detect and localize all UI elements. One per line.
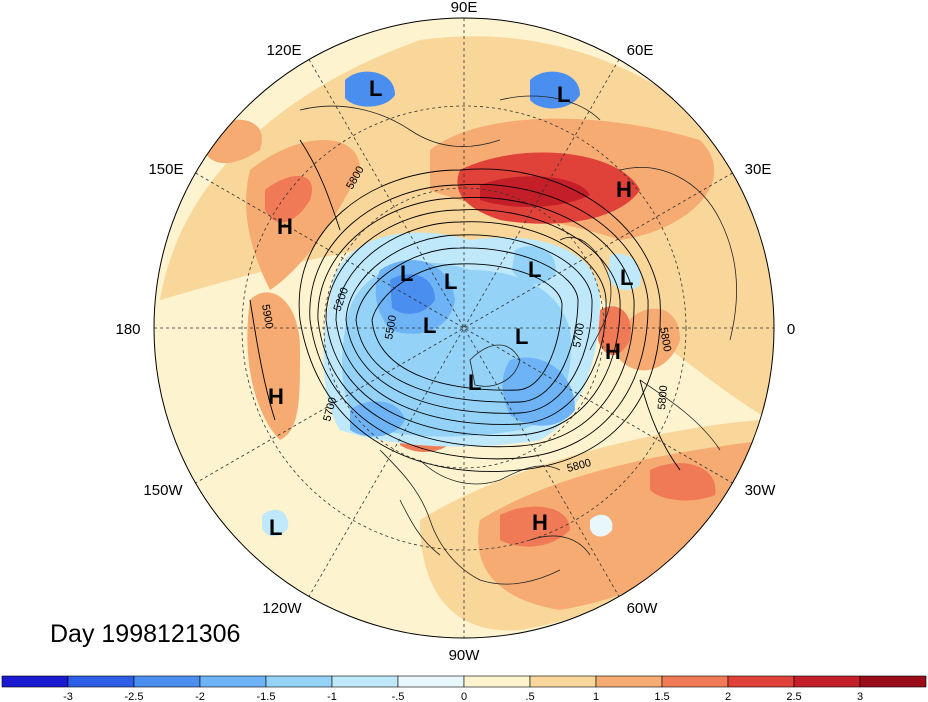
colorbar-box: [265, 675, 333, 688]
pressure-center-marker: L: [269, 515, 282, 540]
colorbar-box: [595, 675, 663, 688]
longitude-label-60w: 60W: [627, 600, 659, 617]
pressure-center-marker: H: [616, 177, 632, 202]
colorbar-box: [529, 675, 597, 688]
pressure-center-marker: H: [605, 339, 621, 364]
longitude-label-60e: 60E: [627, 42, 654, 59]
colorbar-box: [133, 675, 201, 688]
pressure-center-marker: H: [532, 510, 548, 535]
colorbar-box: [67, 675, 135, 688]
colorbar-tick-label: 1: [593, 691, 599, 702]
colorbar-tick-label: 2: [725, 691, 731, 702]
longitude-label-120w: 120W: [262, 600, 302, 617]
pressure-center-marker: L: [620, 265, 633, 290]
colorbar: -3 -2.5 -2 -1.5 -1 -.5 0 .5 1 1.5 2 2.5 3: [1, 675, 927, 702]
colorbar-tick-label: -.5: [392, 691, 405, 702]
pressure-center-marker: H: [268, 384, 284, 409]
longitude-label-90e: 90E: [451, 0, 478, 16]
pressure-center-marker: L: [468, 370, 481, 395]
map-boundary: [153, 17, 775, 639]
longitude-label-180: 180: [115, 321, 140, 338]
colorbar-box: [727, 675, 795, 688]
height-contours: [249, 139, 681, 472]
longitude-labels: 90E 120E 60E 150E 30E 180 0 150W 30W 120…: [115, 0, 795, 664]
colorbar-ticks: -3 -2.5 -2 -1.5 -1 -.5 0 .5 1 1.5 2 2.5 3: [63, 691, 863, 702]
longitude-label-120e: 120E: [266, 42, 301, 59]
pressure-center-marker: L: [444, 269, 457, 294]
colorbar-tick-label: -3: [63, 691, 73, 702]
map-title: Day 1998121306: [50, 620, 241, 648]
contour-label: 5700: [571, 322, 587, 348]
colorbar-tick-label: .5: [525, 691, 534, 702]
colorbar-tick-label: 2.5: [786, 691, 801, 702]
colorbar-box: [1, 675, 69, 688]
colorbar-box: [463, 675, 531, 688]
longitude-label-30e: 30E: [745, 161, 772, 178]
contour-label: 5800: [656, 385, 670, 410]
colorbar-box: [859, 675, 927, 688]
colorbar-tick-label: 1.5: [654, 691, 669, 702]
graticule: [154, 18, 774, 638]
contour-label: 5500: [383, 314, 399, 340]
colorbar-box: [199, 675, 267, 688]
contour-label: 5900: [259, 303, 275, 329]
colorbar-box: [793, 675, 861, 688]
anomaly-field: [154, 18, 774, 638]
pressure-center-marker: L: [515, 324, 528, 349]
pressure-center-marker: H: [277, 214, 293, 239]
colorbar-tick-label: 0: [461, 691, 467, 702]
contour-label: 5800: [657, 326, 673, 352]
longitude-label-150w: 150W: [143, 482, 183, 499]
pressure-center-marker: L: [528, 257, 541, 282]
pressure-center-marker: L: [369, 76, 382, 101]
longitude-label-150e: 150E: [148, 161, 183, 178]
colorbar-box: [661, 675, 729, 688]
pressure-centers: L L H H L L L L L H H L L H L: [268, 76, 633, 540]
pressure-center-marker: L: [423, 313, 436, 338]
colorbar-tick-label: -1: [327, 691, 337, 702]
colorbar-boxes: [1, 675, 927, 688]
colorbar-box: [397, 675, 465, 688]
pressure-center-marker: L: [557, 82, 570, 107]
longitude-label-30w: 30W: [745, 482, 777, 499]
colorbar-tick-label: 3: [857, 691, 863, 702]
colorbar-tick-label: -1.5: [257, 691, 276, 702]
colorbar-tick-label: -2.5: [125, 691, 144, 702]
pressure-center-marker: L: [400, 261, 413, 286]
longitude-label-0: 0: [787, 321, 795, 338]
colorbar-tick-label: -2: [195, 691, 205, 702]
colorbar-box: [331, 675, 399, 688]
longitude-label-90w: 90W: [449, 647, 481, 664]
